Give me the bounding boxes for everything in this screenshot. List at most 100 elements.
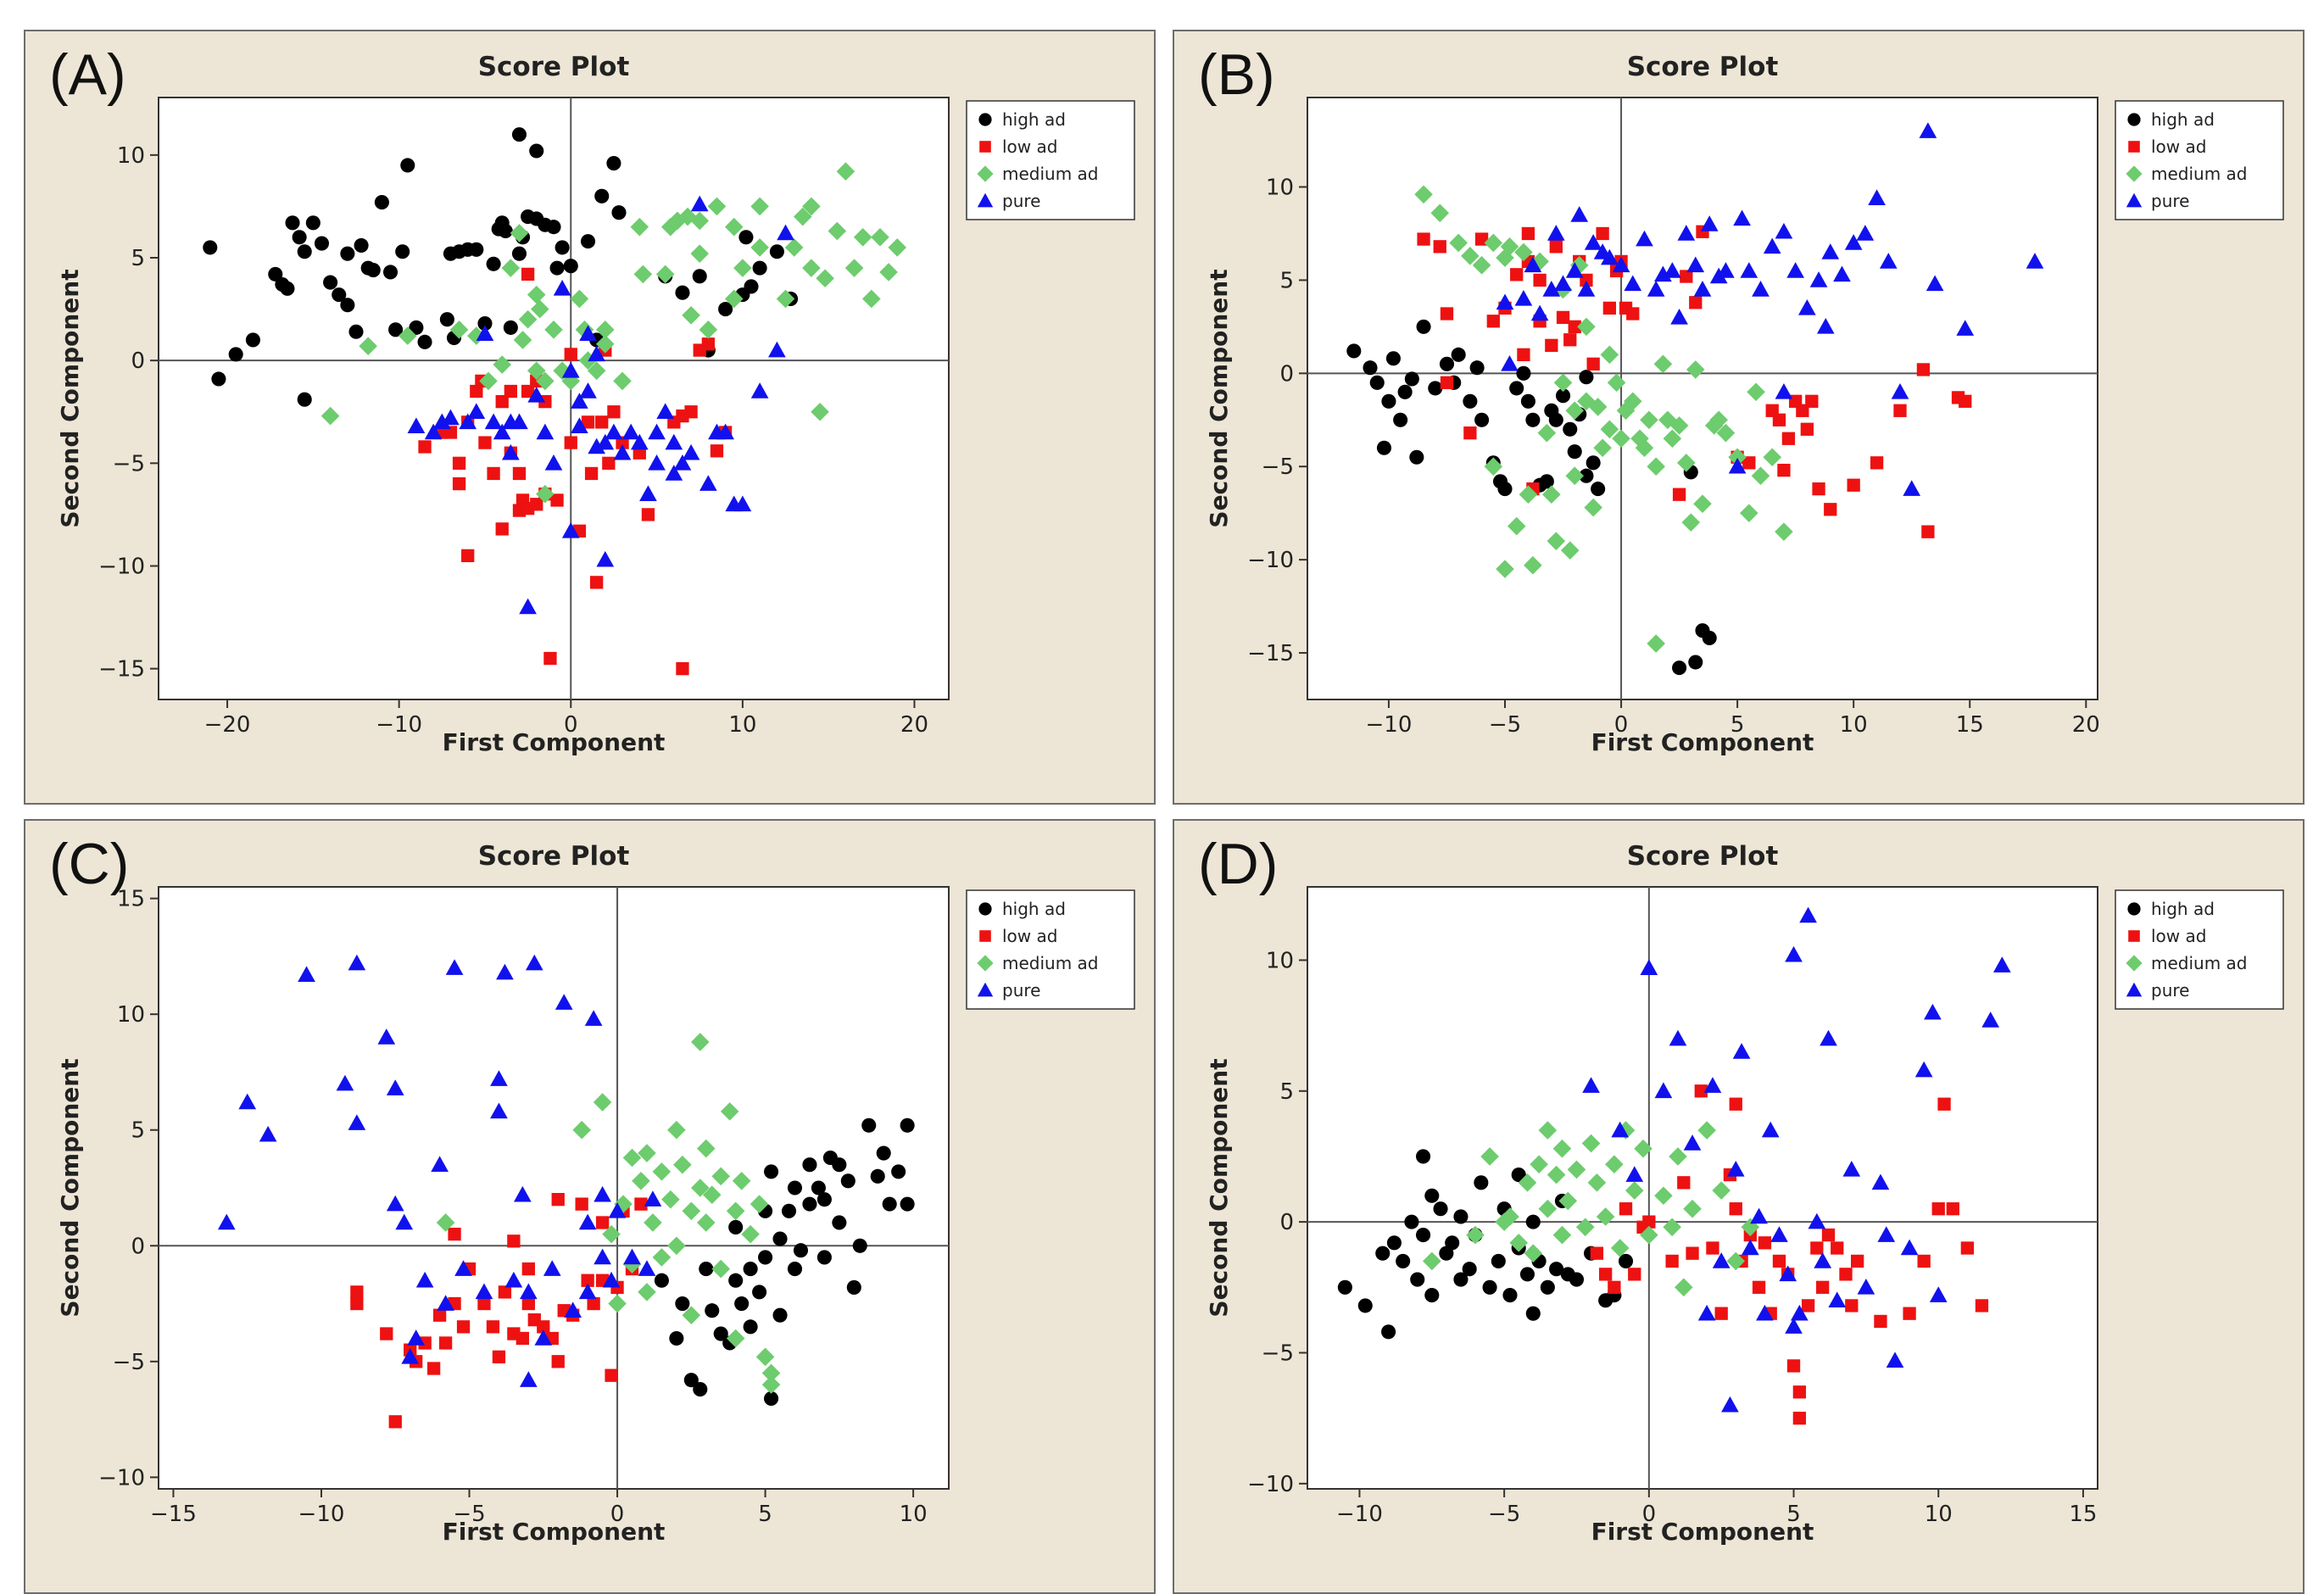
x-tick-label: −5 bbox=[1489, 712, 1521, 738]
point-low-ad bbox=[1821, 1228, 1836, 1242]
point-low-ad bbox=[478, 436, 492, 449]
point-pure bbox=[1785, 1318, 1803, 1334]
point-high-ad bbox=[268, 266, 283, 281]
point-medium-ad bbox=[501, 259, 521, 277]
point-medium-ad bbox=[1500, 237, 1519, 256]
point-medium-ad bbox=[750, 238, 769, 257]
point-high-ad bbox=[692, 269, 707, 284]
point-pure bbox=[1740, 262, 1758, 278]
point-medium-ad bbox=[436, 1213, 455, 1232]
point-low-ad bbox=[1805, 394, 1819, 408]
y-tick-label: 10 bbox=[117, 143, 145, 169]
point-low-ad bbox=[452, 477, 466, 491]
point-medium-ad bbox=[1430, 203, 1450, 223]
point-medium-ad bbox=[696, 1213, 716, 1232]
point-high-ad bbox=[1497, 482, 1513, 497]
y-axis-label: Second Component bbox=[56, 269, 84, 527]
point-high-ad bbox=[1337, 1279, 1352, 1295]
point-medium-ad bbox=[1605, 1155, 1624, 1174]
point-medium-ad bbox=[682, 1306, 701, 1324]
point-low-ad bbox=[486, 1320, 500, 1334]
point-pure bbox=[648, 454, 666, 471]
point-high-ad bbox=[1369, 375, 1385, 390]
point-high-ad bbox=[1525, 1306, 1541, 1321]
point-low-ad bbox=[1946, 1202, 1959, 1216]
point-low-ad bbox=[504, 384, 517, 398]
point-medium-ad bbox=[661, 1190, 680, 1209]
point-medium-ad bbox=[1547, 1165, 1566, 1184]
point-low-ad bbox=[1839, 1268, 1853, 1281]
point-pure bbox=[401, 1347, 420, 1364]
point-pure bbox=[1919, 122, 1937, 138]
point-high-ad bbox=[772, 1307, 788, 1323]
point-high-ad bbox=[764, 1391, 779, 1407]
panel-c: (C) Score Plot −15 −10 −5 0 5 10 −10 −5 0 5 10 15 Fir… bbox=[24, 819, 1156, 1594]
point-high-ad bbox=[1451, 347, 1466, 362]
point-low-ad bbox=[530, 498, 543, 511]
point-high-ad bbox=[555, 240, 570, 255]
point-high-ad bbox=[1381, 393, 1396, 409]
point-pure bbox=[1741, 1239, 1759, 1256]
point-pure bbox=[638, 1260, 656, 1276]
point-medium-ad bbox=[1449, 233, 1468, 253]
legend-marker-high-ad bbox=[978, 113, 992, 126]
point-high-ad bbox=[752, 1285, 767, 1300]
point-medium-ad bbox=[1495, 1212, 1513, 1231]
point-high-ad bbox=[365, 262, 381, 278]
point-medium-ad bbox=[741, 1224, 760, 1244]
point-low-ad bbox=[1810, 1241, 1824, 1255]
point-low-ad bbox=[1742, 456, 1756, 470]
point-pure bbox=[1524, 256, 1542, 273]
point-high-ad bbox=[787, 1180, 803, 1196]
point-pure bbox=[1664, 262, 1681, 278]
point-high-ad bbox=[1346, 343, 1362, 359]
series-high-ad bbox=[1346, 319, 1717, 676]
point-pure bbox=[1693, 281, 1712, 297]
point-high-ad bbox=[395, 244, 410, 259]
point-low-ad bbox=[543, 651, 557, 666]
point-low-ad bbox=[1870, 456, 1884, 470]
point-medium-ad bbox=[1530, 1155, 1548, 1174]
point-high-ad bbox=[1540, 1279, 1555, 1295]
point-high-ad bbox=[503, 320, 518, 335]
point-high-ad bbox=[469, 242, 484, 257]
point-pure bbox=[1879, 253, 1898, 269]
point-medium-ad bbox=[871, 227, 889, 247]
point-pure bbox=[407, 417, 426, 433]
point-medium-ad bbox=[1552, 1225, 1572, 1245]
point-pure bbox=[490, 1070, 508, 1086]
point-low-ad bbox=[1931, 1202, 1945, 1216]
panel-letter: (A) bbox=[49, 42, 126, 107]
point-medium-ad bbox=[1484, 233, 1503, 253]
point-high-ad bbox=[846, 1279, 861, 1295]
point-medium-ad bbox=[678, 207, 697, 226]
point-high-ad bbox=[816, 1250, 832, 1265]
point-low-ad bbox=[507, 1235, 521, 1248]
point-low-ad bbox=[350, 1296, 364, 1311]
point-low-ad bbox=[1772, 413, 1786, 426]
point-low-ad bbox=[495, 394, 509, 409]
point-pure bbox=[519, 1283, 538, 1300]
point-medium-ad bbox=[1472, 256, 1491, 275]
point-low-ad bbox=[432, 1308, 447, 1322]
point-high-ad bbox=[1424, 1188, 1440, 1203]
x-tick-label: 10 bbox=[728, 712, 756, 738]
y-tick-label: 5 bbox=[1279, 268, 1294, 293]
point-low-ad bbox=[492, 1350, 506, 1363]
point-medium-ad bbox=[638, 1144, 656, 1162]
point-low-ad bbox=[521, 1262, 535, 1276]
point-pure bbox=[630, 433, 649, 450]
point-low-ad bbox=[1729, 1097, 1742, 1111]
panel-b: (B) Score Plot −10 −5 0 5 10 15 20 −15 −10 −5 0 5 10 F… bbox=[1173, 30, 2304, 805]
point-medium-ad bbox=[1577, 392, 1596, 411]
point-medium-ad bbox=[1584, 498, 1602, 517]
x-tick-label: 15 bbox=[1956, 712, 1984, 738]
point-pure bbox=[1624, 275, 1642, 292]
point-high-ad bbox=[340, 298, 355, 313]
point-low-ad bbox=[684, 405, 698, 419]
point-high-ad bbox=[1416, 319, 1431, 334]
point-high-ad bbox=[1396, 1253, 1411, 1268]
point-low-ad bbox=[710, 444, 724, 458]
point-pure bbox=[496, 963, 514, 980]
point-high-ad bbox=[529, 143, 544, 159]
